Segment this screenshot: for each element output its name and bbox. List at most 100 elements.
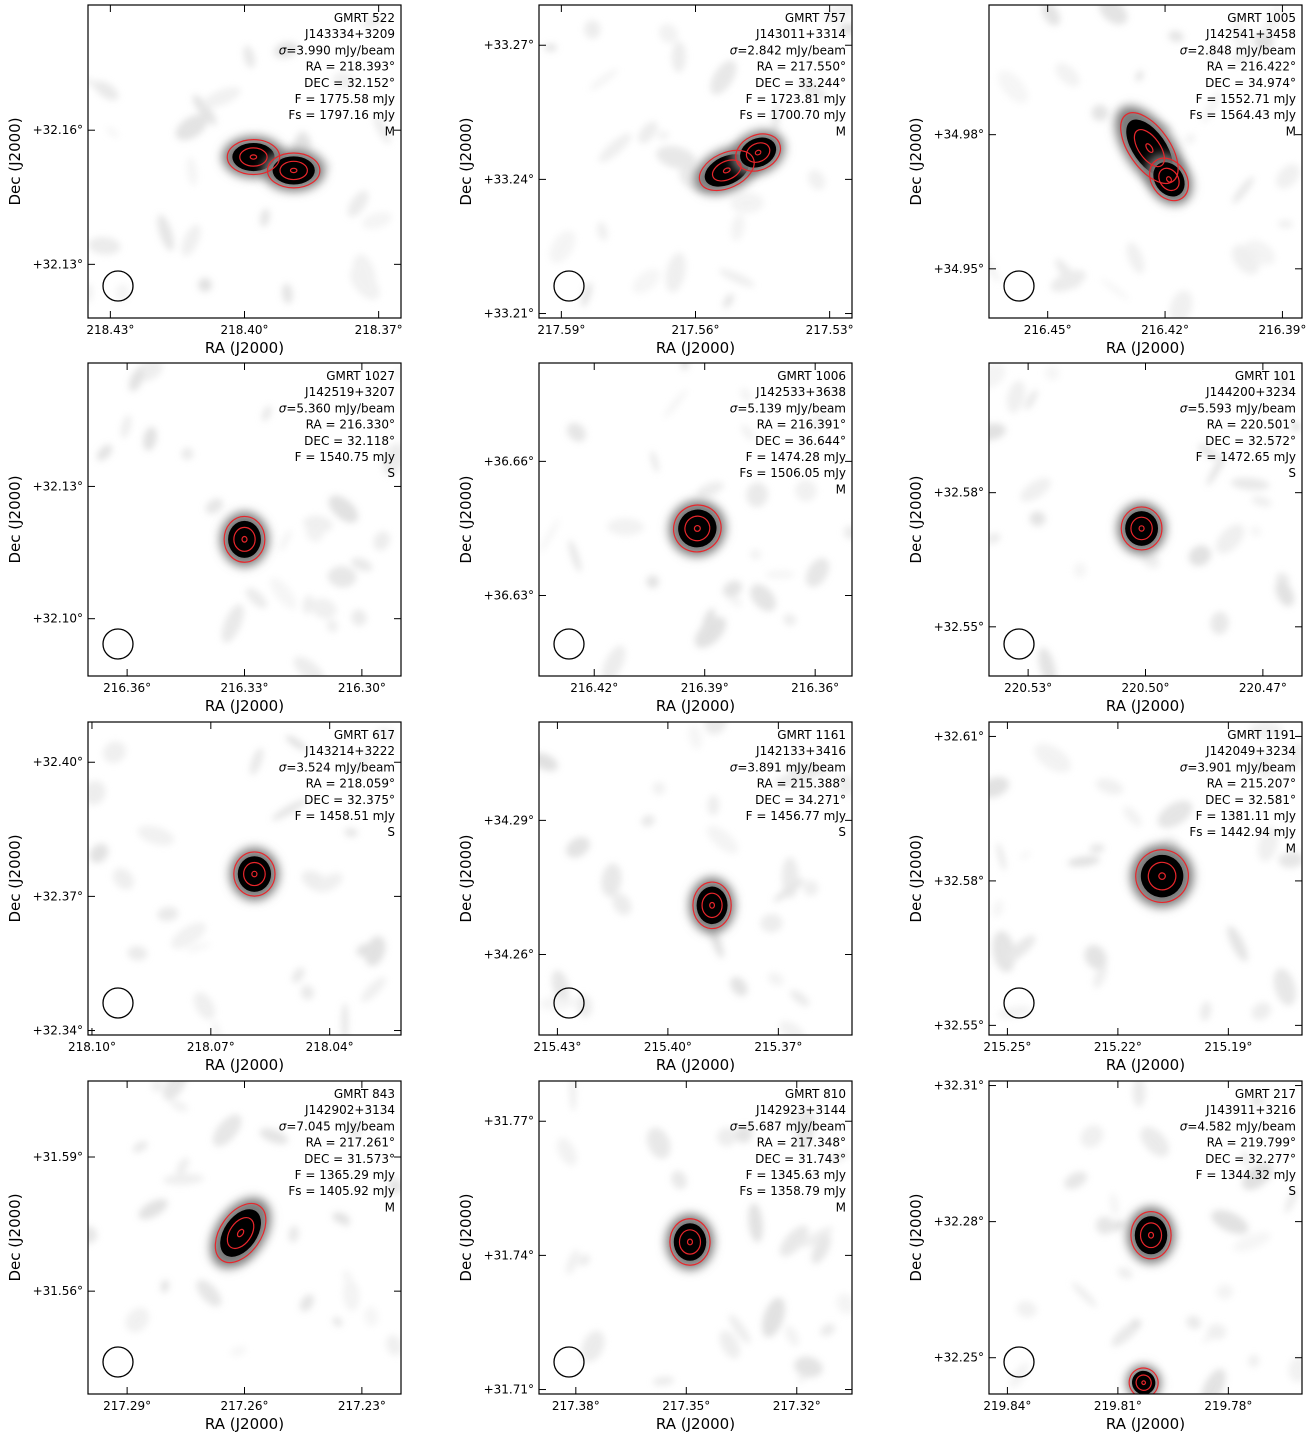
- contour-level-3: [1147, 1231, 1155, 1239]
- beam-ellipse: [553, 987, 585, 1019]
- contour-level-1: [669, 1218, 711, 1266]
- panel-gmrt-810: 217.38° 217.35° 217.32° +31.71° +31.74° +31.7…: [457, 1080, 853, 1433]
- x-tick-label: 220.47°: [1239, 681, 1287, 695]
- contour-level-1: [1120, 112, 1179, 185]
- info-class: M: [385, 1200, 395, 1214]
- info-dec-value: DEC = 36.644°: [755, 434, 846, 448]
- x-axis-label: RA (J2000): [656, 1056, 735, 1074]
- info-sigma: σ=4.582 mJy/beam: [1180, 1119, 1296, 1133]
- noise-background: [1009, 1081, 1302, 1394]
- source-core: [220, 1209, 261, 1257]
- panel-gmrt-101: 220.53° 220.50° 220.47° +32.55° +32.58° RA (J…: [907, 362, 1303, 715]
- info-class: S: [387, 825, 395, 839]
- noise-background: [539, 363, 852, 676]
- contour-level-3: [754, 149, 762, 156]
- info-flux: F = 1540.75 mJy: [295, 450, 395, 464]
- info-dec-value: DEC = 33.244°: [755, 76, 846, 90]
- contour-level-1: [1148, 157, 1189, 202]
- contour-level-2: [243, 861, 266, 887]
- contour-level-3: [241, 535, 248, 543]
- info-sigma: σ=5.593 mJy/beam: [1180, 401, 1296, 415]
- info-class: M: [1286, 841, 1296, 855]
- info-dec-value: DEC = 32.572°: [1205, 434, 1296, 448]
- plot-frame: [538, 1080, 853, 1395]
- y-tick-label: +31.71°: [484, 1383, 534, 1397]
- x-axis-label: RA (J2000): [1106, 1415, 1185, 1433]
- beam-ellipse: [553, 270, 585, 302]
- y-tick-label: +33.27°: [484, 38, 534, 52]
- info-ra-value: RA = 217.550°: [757, 60, 846, 74]
- contour-level-3: [1145, 143, 1154, 154]
- info-sigma: σ=2.848 mJy/beam: [1180, 43, 1296, 57]
- x-tick-label: 218.10°: [68, 1040, 116, 1054]
- contour-level-1: [1130, 1211, 1172, 1260]
- info-source-id: J142133+3416: [755, 744, 846, 758]
- x-tick-label: 215.22°: [1094, 1040, 1142, 1054]
- x-tick-label: 217.59°: [537, 323, 585, 337]
- contour-level-3: [249, 154, 258, 160]
- x-axis-label: RA (J2000): [205, 697, 284, 715]
- contour-level-2: [678, 1229, 702, 1255]
- contour-level-1: [266, 152, 321, 189]
- panel-gmrt-1191: 215.25° 215.22° 215.19° +32.55° +32.58° +32.6…: [907, 721, 1303, 1074]
- x-tick-label: 216.39°: [681, 681, 729, 695]
- contour-level-1: [233, 851, 276, 897]
- y-tick-label: +34.26°: [484, 948, 534, 962]
- info-sigma: σ=5.360 mJy/beam: [279, 401, 395, 415]
- beam-ellipse: [1003, 270, 1035, 302]
- x-tick-label: 219.81°: [1094, 1399, 1142, 1413]
- contour-level-2: [1158, 167, 1180, 192]
- x-tick-label: 216.30°: [338, 681, 386, 695]
- info-sigma: σ=7.045 mJy/beam: [279, 1119, 395, 1133]
- y-tick-label: +36.63°: [484, 589, 534, 603]
- x-axis-label: RA (J2000): [1106, 697, 1185, 715]
- x-tick-label: 218.37°: [355, 323, 403, 337]
- x-tick-label: 218.40°: [221, 323, 269, 337]
- source-core: [237, 856, 272, 892]
- info-flux: F = 1381.11 mJy: [1196, 809, 1296, 823]
- info-flux: F = 1474.28 mJy: [746, 450, 846, 464]
- noise-background: [989, 722, 1302, 1022]
- info-flux: F = 1723.81 mJy: [746, 92, 846, 106]
- contour-level-2: [1147, 861, 1177, 891]
- info-ra-value: RA = 216.330°: [306, 418, 395, 432]
- contour-level-1: [1135, 849, 1189, 903]
- x-tick-label: 216.42°: [570, 681, 618, 695]
- x-axis-label: RA (J2000): [1106, 339, 1185, 357]
- plot-frame: [988, 1080, 1303, 1395]
- y-tick-label: +32.10°: [33, 612, 83, 626]
- y-axis-label: Dec (J2000): [6, 117, 24, 205]
- info-class: M: [1286, 124, 1296, 138]
- info-flux: F = 1345.63 mJy: [746, 1168, 846, 1182]
- x-tick-label: 217.35°: [662, 1399, 710, 1413]
- x-tick-label: 217.56°: [672, 323, 720, 337]
- info-sigma: σ=3.901 mJy/beam: [1180, 760, 1296, 774]
- info-class: S: [838, 825, 846, 839]
- info-flux: F = 1344.32 mJy: [1196, 1168, 1296, 1182]
- info-class: S: [387, 466, 395, 480]
- y-tick-label: +34.98°: [934, 128, 984, 142]
- info-source-id: J143214+3222: [304, 744, 395, 758]
- beam-ellipse: [1003, 1346, 1035, 1378]
- x-tick-label: 216.33°: [221, 681, 269, 695]
- y-axis-label: Dec (J2000): [457, 117, 475, 205]
- noise-background: [557, 1081, 852, 1386]
- y-tick-label: +32.61°: [934, 729, 984, 743]
- info-class: M: [836, 124, 846, 138]
- x-axis-label: RA (J2000): [656, 697, 735, 715]
- info-sigma: σ=3.524 mJy/beam: [279, 760, 395, 774]
- info-name: GMRT 757: [785, 11, 846, 25]
- contour-level-2: [1130, 516, 1153, 541]
- y-tick-label: +32.13°: [33, 479, 83, 493]
- x-tick-label: 216.36°: [791, 681, 839, 695]
- info-fs-flux: Fs = 1700.70 mJy: [739, 108, 846, 122]
- contour-level-2: [1135, 1374, 1152, 1391]
- contour-level-2: [711, 159, 742, 182]
- x-tick-label: 218.43°: [86, 323, 134, 337]
- x-tick-label: 216.45°: [1024, 323, 1072, 337]
- x-tick-label: 216.42°: [1141, 323, 1189, 337]
- x-axis-label: RA (J2000): [205, 1415, 284, 1433]
- plot-frame: [988, 721, 1303, 1036]
- contour-level-2: [745, 142, 771, 163]
- panel-gmrt-757: 217.59° 217.56° 217.53° +33.21° +33.24° +33.2…: [457, 4, 854, 357]
